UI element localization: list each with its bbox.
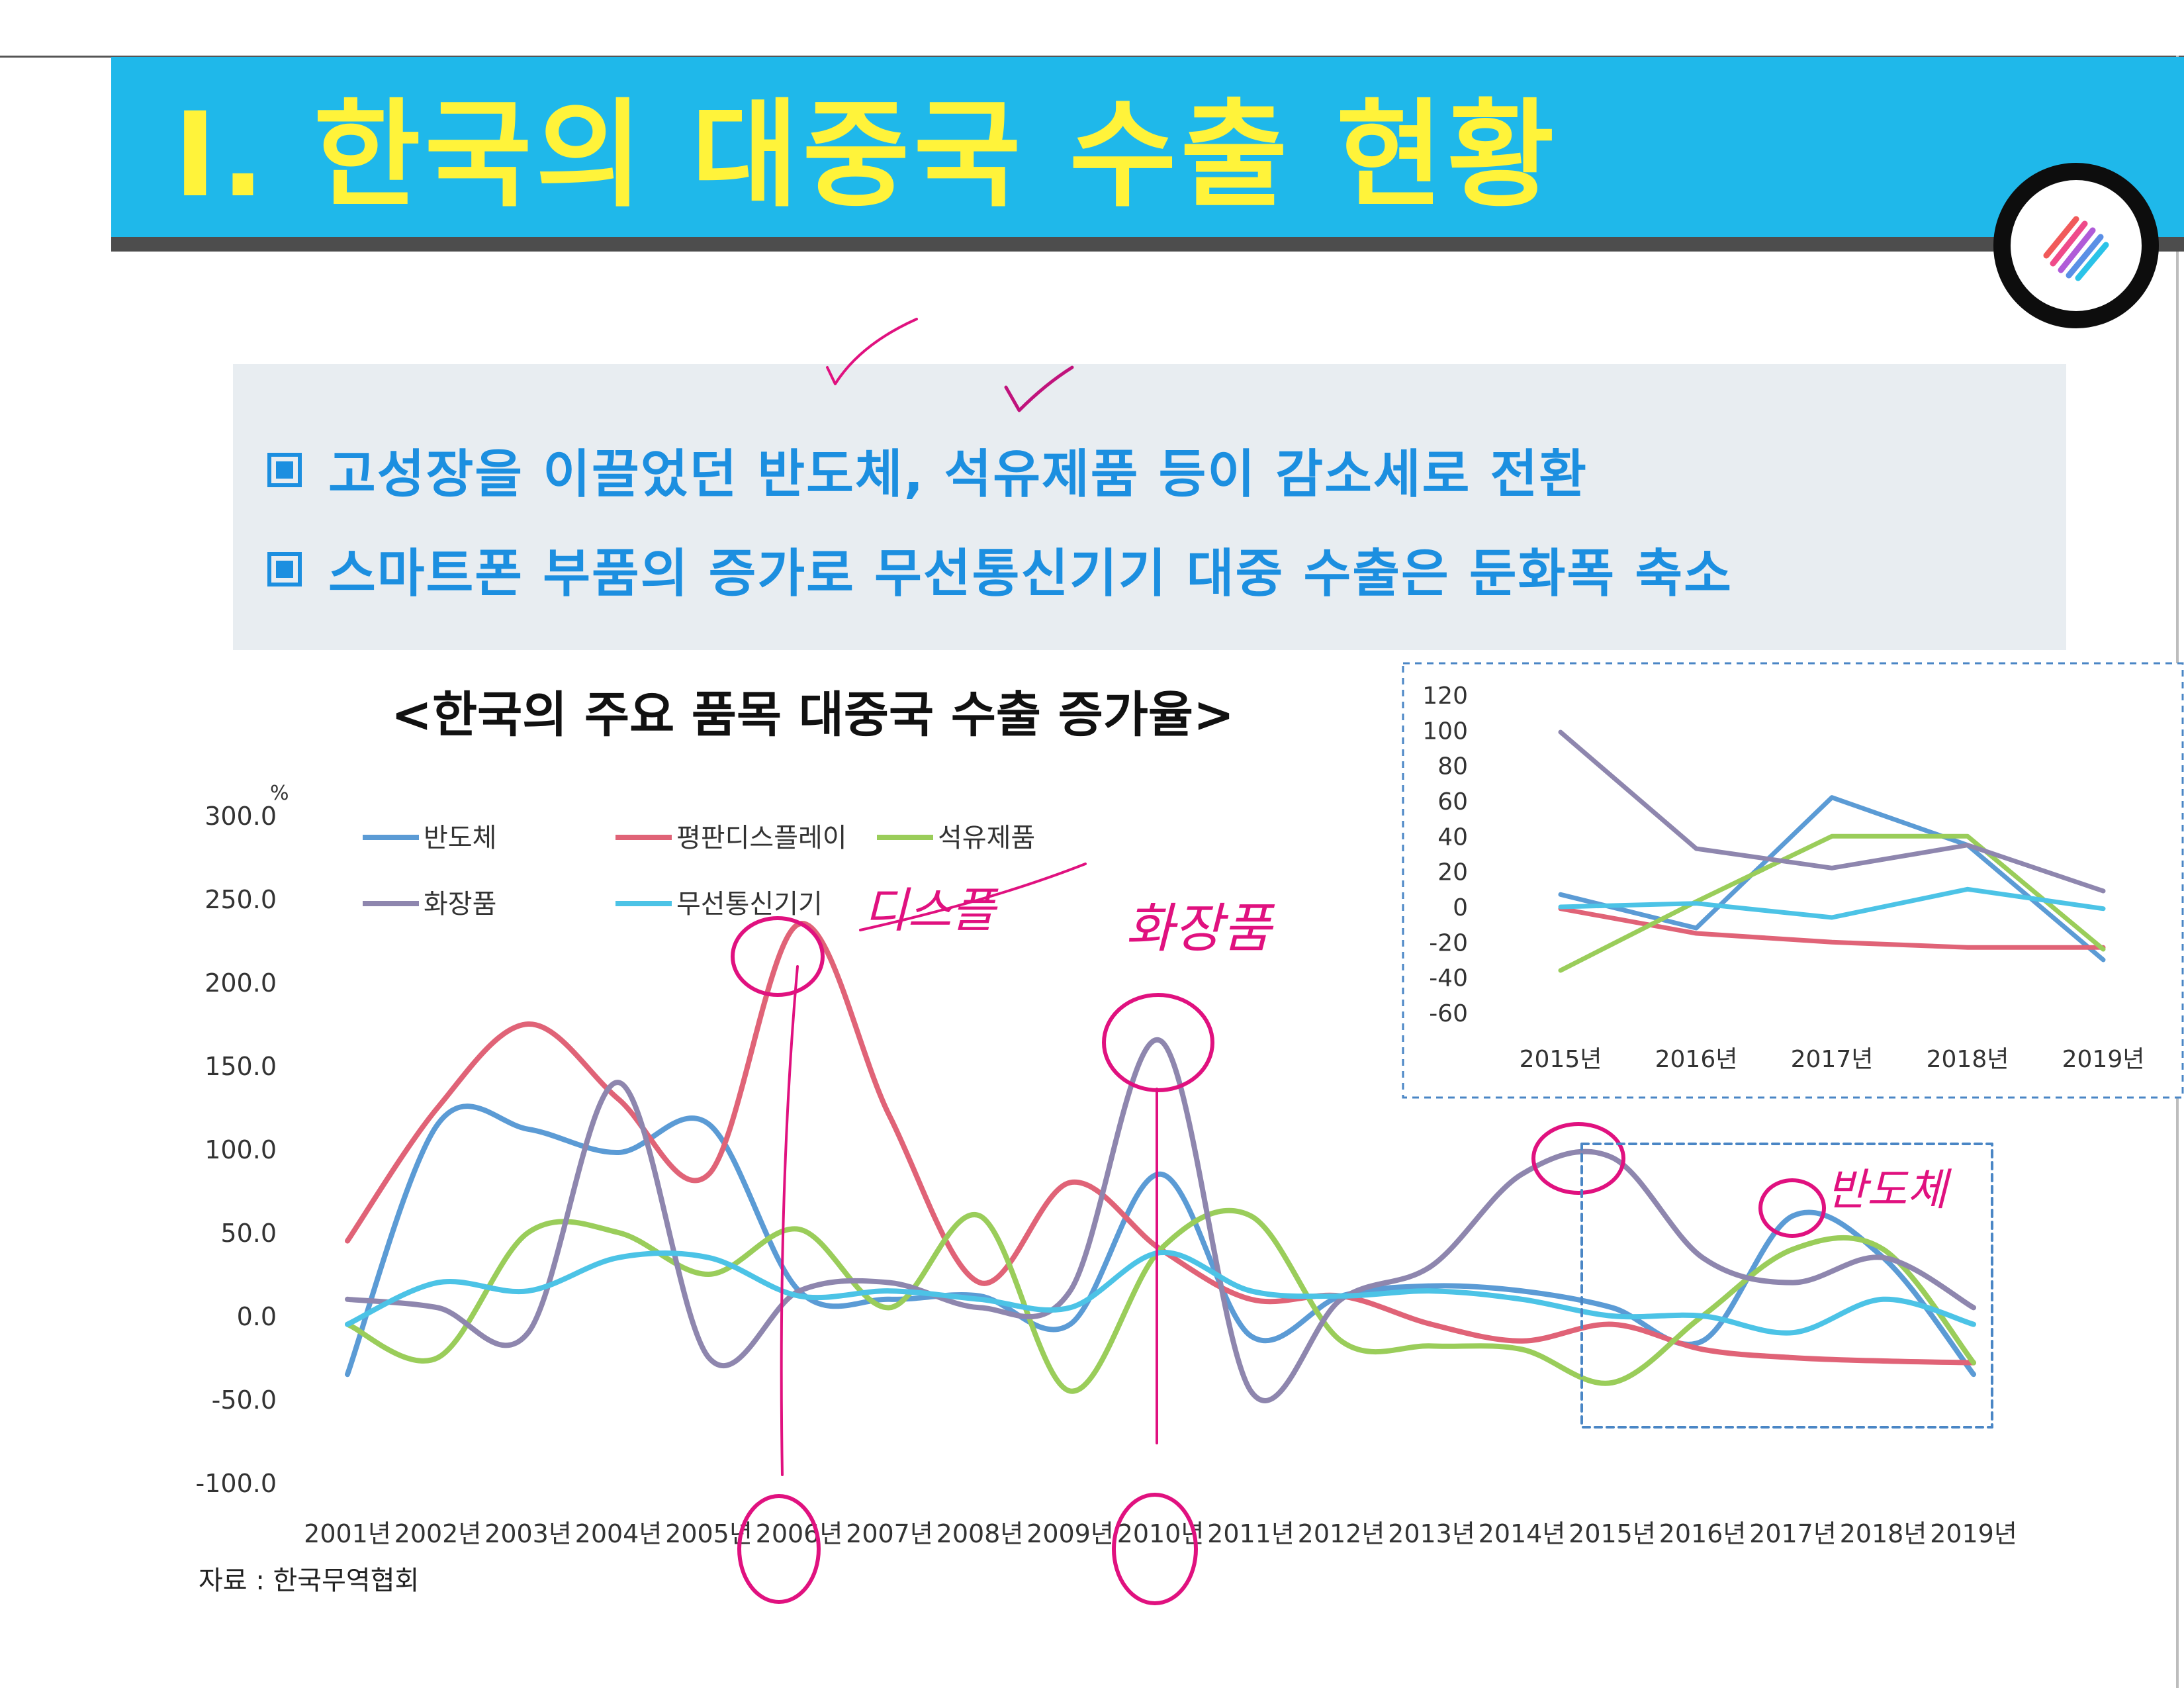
- x-tick-label: 2004년: [575, 1519, 662, 1548]
- inset-y-tick-label: 100: [1422, 718, 1468, 745]
- inset-x-tick-label: 2019년: [2062, 1046, 2145, 1073]
- x-tick-label: 2017년: [1749, 1519, 1837, 1548]
- legend-label: 평판디스플레이: [676, 823, 847, 853]
- inset-y-tick-label: -40: [1429, 965, 1468, 992]
- y-tick-label: 100.0: [205, 1135, 277, 1164]
- inset-y-tick-label: 120: [1422, 682, 1468, 710]
- x-tick-label: 2014년: [1479, 1519, 1566, 1548]
- legend-label: 화장품: [424, 889, 496, 919]
- x-tick-label: 2006년: [756, 1519, 843, 1548]
- inset-line-chart: 120 100 80 60 40 20 0 -20 -40 -60 2015년 2016년 2017년 2…: [1402, 662, 2184, 1099]
- square-bullet-icon: [267, 552, 302, 586]
- x-tick-label: 2019년: [1930, 1519, 2017, 1548]
- legend-label: 무선통신기기: [676, 889, 823, 919]
- x-tick-label: 2007년: [846, 1519, 933, 1548]
- summary-box: 고성장을 이끌었던 반도체, 석유제품 등이 감소세로 전환 스마트폰 부품의 …: [233, 364, 2066, 650]
- series-line: [345, 1207, 1976, 1394]
- x-tick-label: 2001년: [304, 1519, 391, 1548]
- x-tick-label: 2003년: [484, 1519, 572, 1548]
- x-tick-label: 2010년: [1117, 1519, 1205, 1548]
- title-bar: [111, 57, 2184, 248]
- x-tick-label: 2013년: [1388, 1519, 1475, 1548]
- inset-y-tick-label: -60: [1429, 1000, 1468, 1027]
- inset-x-tick-label: 2016년: [1655, 1046, 1738, 1073]
- summary-bullet: 스마트폰 부품의 증가로 무선통신기기 대중 수출은 둔화폭 축소: [267, 530, 1733, 609]
- y-tick-label: 0.0: [237, 1302, 277, 1331]
- legend-label: 반도체: [424, 823, 496, 853]
- y-tick-label: -50.0: [212, 1385, 277, 1415]
- top-rule: [0, 56, 2184, 58]
- x-tick-label: 2005년: [665, 1519, 752, 1548]
- inset-series-line: [1558, 729, 2106, 894]
- inset-series-line: [1558, 886, 2106, 920]
- inset-y-tick-label: 80: [1437, 753, 1468, 780]
- inset-y-tick-label: 20: [1437, 859, 1468, 886]
- inset-y-tick-label: 40: [1437, 823, 1468, 851]
- y-tick-label: 250.0: [205, 885, 277, 914]
- inset-frame: [1402, 662, 2184, 1099]
- x-tick-label: 2015년: [1569, 1519, 1656, 1548]
- x-tick-label: 2012년: [1298, 1519, 1385, 1548]
- logo-mark: [2043, 216, 2109, 281]
- summary-bullet-text: 고성장을 이끌었던 반도체, 석유제품 등이 감소세로 전환: [328, 445, 1588, 504]
- x-tick-label: 2011년: [1207, 1519, 1295, 1548]
- summary-bullet-text: 스마트폰 부품의 증가로 무선통신기기 대중 수출은 둔화폭 축소: [328, 544, 1733, 604]
- x-tick-label: 2018년: [1840, 1519, 1927, 1548]
- inset-series-line: [1558, 833, 2106, 973]
- summary-bullet: 고성장을 이끌었던 반도체, 석유제품 등이 감소세로 전환: [267, 430, 1588, 510]
- inset-y-tick-label: -20: [1429, 929, 1468, 957]
- chart-title: <한국의 주요 품목 대중국 수출 증가율>: [390, 686, 1235, 743]
- source-note: 자료 : 한국무역협회: [199, 1566, 420, 1596]
- y-tick-label: 50.0: [220, 1219, 277, 1248]
- inset-series-line: [1558, 795, 2106, 962]
- page-title: Ⅰ. 한국의 대중국 수출 현황: [173, 87, 1559, 223]
- series-line: [345, 1103, 1976, 1378]
- y-axis-unit: %: [270, 782, 289, 805]
- y-tick-label: 150.0: [205, 1052, 277, 1081]
- inset-x-tick-label: 2018년: [1927, 1046, 2009, 1073]
- inset-y-tick-label: 0: [1453, 894, 1468, 921]
- square-bullet-icon: [267, 453, 302, 487]
- inset-x-tick-label: 2017년: [1791, 1046, 1874, 1073]
- y-tick-label: 300.0: [205, 802, 277, 831]
- x-tick-label: 2009년: [1026, 1519, 1114, 1548]
- y-tick-label: 200.0: [205, 968, 277, 998]
- inset-y-tick-label: 60: [1437, 788, 1468, 816]
- title-bar-shadow: [111, 237, 2184, 252]
- legend-label: 석유제품: [938, 823, 1035, 853]
- x-tick-label: 2016년: [1659, 1519, 1747, 1548]
- inset-x-tick-label: 2015년: [1520, 1046, 1602, 1073]
- y-tick-label: -100.0: [196, 1469, 277, 1498]
- x-tick-label: 2008년: [936, 1519, 1024, 1548]
- x-tick-label: 2002년: [394, 1519, 482, 1548]
